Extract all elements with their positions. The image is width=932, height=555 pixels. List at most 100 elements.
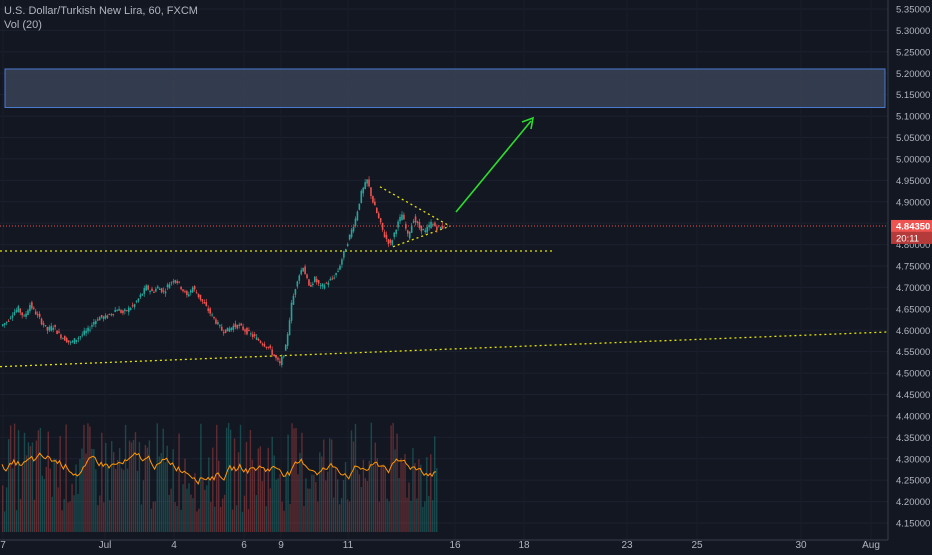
- candle-body: [244, 329, 246, 332]
- triangle-lower-line[interactable]: [392, 225, 451, 248]
- candle-body: [91, 325, 93, 327]
- candle-body: [387, 239, 390, 244]
- projection-arrow[interactable]: [455, 116, 535, 213]
- candle-body: [275, 355, 277, 359]
- triangle-upper-line[interactable]: [379, 186, 451, 227]
- candle-body: [389, 239, 392, 243]
- candle-body: [420, 225, 423, 232]
- candle-body: [306, 274, 308, 278]
- volume-bar: [67, 502, 69, 532]
- candle-body: [31, 302, 33, 309]
- price-tick-label: 4.75000: [896, 262, 930, 273]
- volume-bar: [7, 439, 10, 532]
- volume-bar: [174, 502, 176, 532]
- resistance-zone[interactable]: [4, 68, 886, 109]
- volume-bar: [122, 469, 125, 532]
- volume-bar: [269, 488, 271, 532]
- volume-bar: [378, 501, 380, 532]
- candle-body: [168, 284, 171, 289]
- volume-bar: [430, 454, 432, 532]
- candle-body: [162, 290, 165, 292]
- candle-body: [424, 230, 427, 232]
- price-axis[interactable]: 5.35000 5.30000 5.25000 5.20000 5.15000 5.100…: [887, 0, 932, 550]
- volume-bar: [2, 485, 4, 532]
- candle-body: [174, 280, 177, 283]
- volume-bar: [11, 468, 14, 532]
- candle-body: [137, 298, 140, 302]
- volume-bar: [156, 423, 158, 532]
- candle-body: [52, 327, 54, 330]
- volume-bar: [83, 424, 85, 532]
- volume-bar: [192, 498, 194, 532]
- volume-bar: [370, 422, 373, 532]
- volume-bar: [344, 461, 347, 532]
- volume-bar: [279, 473, 281, 532]
- candle-body: [153, 291, 155, 293]
- volume-bar: [247, 509, 250, 532]
- projection-arrow-head[interactable]: [521, 116, 535, 130]
- volume-bar: [309, 488, 311, 532]
- volume-bar: [251, 459, 254, 532]
- candle-body: [89, 329, 91, 331]
- candle-body: [145, 285, 147, 291]
- volume-bar: [289, 503, 291, 532]
- candle-body: [102, 316, 105, 320]
- volume-bar: [210, 501, 212, 532]
- volume-bar: [79, 458, 81, 532]
- price-tick-label: 4.60000: [896, 326, 930, 337]
- volume-bar: [406, 497, 408, 532]
- volume-bar: [190, 494, 192, 532]
- candle-body: [50, 325, 53, 331]
- candle-body: [211, 314, 213, 316]
- candle-body: [106, 315, 109, 318]
- drawn-trend-lines[interactable]: [0, 186, 889, 368]
- volume-bar: [342, 480, 345, 532]
- current-price-tag[interactable]: [891, 219, 932, 232]
- volume-bar: [85, 453, 87, 532]
- volume-bar: [277, 478, 279, 532]
- volume-bar: [261, 481, 264, 532]
- candle-body: [265, 346, 268, 348]
- volume-bar: [239, 424, 242, 532]
- projection-arrow-shaft[interactable]: [455, 120, 532, 213]
- price-tick-label: 4.40000: [896, 411, 930, 422]
- volume-bar: [47, 431, 49, 532]
- volume-bar: [158, 456, 160, 532]
- resistance-zone-rect[interactable]: [4, 68, 886, 109]
- volume-bar: [134, 432, 137, 532]
- volume-bar: [404, 453, 406, 532]
- volume-bar: [287, 434, 289, 532]
- volume-bar: [432, 500, 434, 532]
- volume-bar: [170, 488, 172, 532]
- candle-body: [269, 345, 272, 348]
- volume-bar: [65, 424, 67, 532]
- candle-body: [372, 196, 374, 203]
- candle-body: [56, 330, 58, 335]
- candle-body: [366, 179, 368, 184]
- time-axis[interactable]: 7 Jul 4 6 9 11 16 18 23 25 30 Aug: [0, 539, 888, 551]
- volume-bar: [422, 506, 424, 532]
- volume-bar: [382, 464, 384, 532]
- volume-bar: [237, 452, 240, 532]
- volume-bar: [354, 423, 357, 532]
- volume-bar: [257, 448, 260, 532]
- candle-body: [139, 294, 142, 298]
- volume-bar: [216, 424, 218, 532]
- candle-body: [7, 320, 10, 322]
- candle-body: [127, 307, 130, 313]
- candle-body: [364, 182, 366, 190]
- volume-bar: [372, 465, 374, 532]
- ascending-trend-line[interactable]: [0, 331, 889, 368]
- candle-body: [170, 282, 173, 284]
- candle-body: [201, 299, 204, 302]
- candle-body: [205, 302, 208, 306]
- candle-body: [65, 338, 68, 343]
- volume-bar: [392, 422, 394, 532]
- candle-body: [327, 282, 330, 285]
- candle-body: [236, 324, 239, 329]
- candle-body: [284, 344, 287, 351]
- volume-bar: [164, 462, 166, 532]
